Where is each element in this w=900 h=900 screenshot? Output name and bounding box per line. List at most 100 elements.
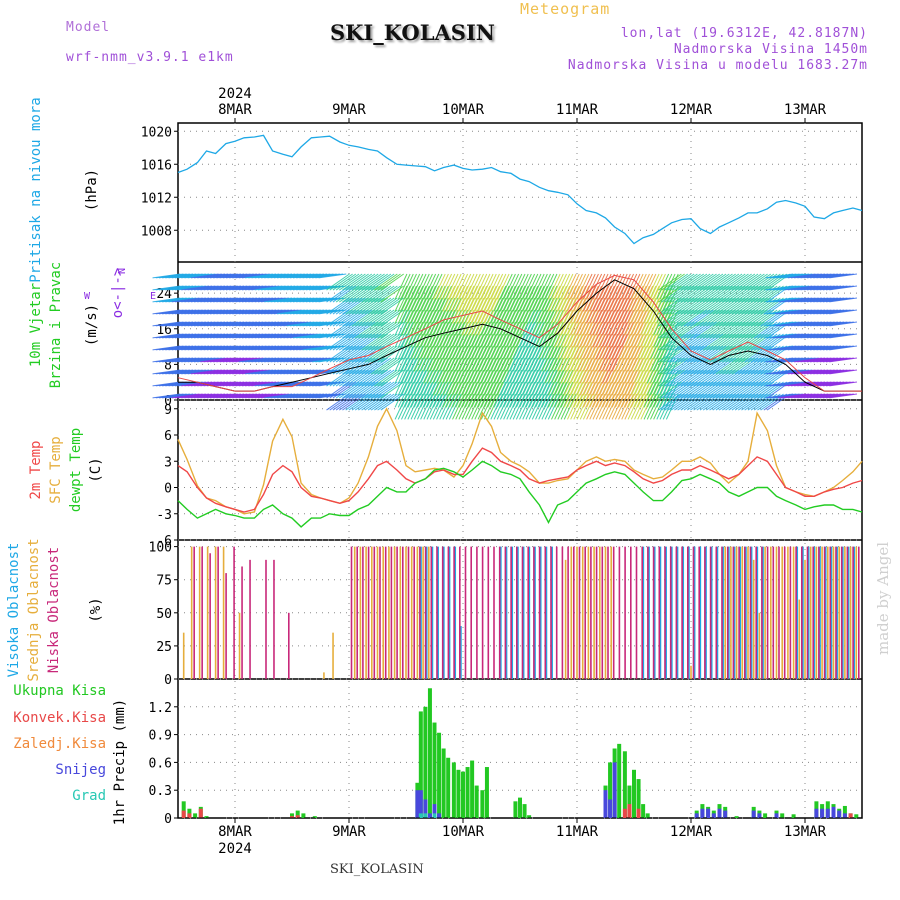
wind-barb [734,345,759,363]
wind-barb [351,345,376,363]
wind-barb [342,285,366,303]
total-precip-bar [418,711,423,818]
wind-barb [747,309,772,327]
wind-barb [377,381,401,399]
wind-barb [426,393,440,420]
wind-barb [404,333,417,360]
wind-barb [525,357,539,384]
wind-barb [401,309,414,336]
wind-barb [496,273,510,300]
wind-barb [557,273,571,300]
wind-barb [452,369,465,396]
wind-barb [364,381,389,399]
wind-barb [563,381,577,408]
wind-barb [658,297,682,315]
total-precip-bar [641,804,646,818]
sfc-axis-title: SFC Temp [48,436,64,503]
wind-barb [370,273,395,291]
wind-barb [468,297,481,324]
wind-barb [560,285,574,312]
wind-barb [702,393,727,411]
wind-barb [426,357,440,384]
wind-barb [480,381,494,408]
wind-barb [680,273,705,291]
wind-barb [674,309,698,327]
wind-barb [750,357,775,375]
wind-legend-arrows: o<-|-> [110,268,126,319]
wind-barb [442,393,456,420]
wind-barb [649,369,663,396]
wind-barb [377,273,401,291]
wind-barb [667,285,692,303]
wind-barb [345,309,369,327]
wind-barb [364,285,389,303]
y-tick-label: 0 [164,394,172,409]
wind-barb [452,333,465,360]
wind-barb [702,369,727,387]
wind-barb [318,273,347,279]
wind-barb [401,333,414,360]
wind-barb [538,393,552,420]
wind-barb [680,333,705,351]
wind-barb [461,357,475,384]
wind-barb [354,345,379,363]
wind-barb [493,345,507,372]
wind-barb [429,297,443,324]
wind-barb [416,369,430,396]
wind-barb [690,381,714,399]
wind-barb [432,333,446,360]
wind-barb [547,357,561,384]
wind-barb [439,285,453,312]
wind-barb [404,321,417,348]
y-tick-label: 1.2 [149,701,172,716]
total-precip-bar [780,813,785,818]
wind-barb [738,321,762,339]
wind-barb [445,357,459,384]
wind-barb [634,285,647,312]
wind-barb [586,321,599,348]
wind-barb [649,393,663,420]
wind-barb [750,309,775,327]
wind-barb [674,273,698,291]
wind-barb [683,345,708,363]
wind-barb [332,345,357,363]
wind-barb [734,273,759,291]
wind-barb [429,309,443,336]
wind-barb [503,357,516,384]
total-precip-bar [522,804,527,818]
model-name: wrf-nmm_v3.9.1 e1km [66,50,234,65]
wind-barb [598,369,612,396]
wind-barb [646,369,660,396]
wind-barb [566,369,580,396]
wind-barb [649,333,663,360]
wind-barb [602,381,615,408]
total-precip-bar [465,767,470,818]
wind-barb [429,357,443,384]
wind-barb [358,285,382,303]
wind-barb [358,273,382,291]
wind-barb [351,321,376,339]
wind-barb [744,393,768,411]
wind-barb [744,345,768,363]
total-precip-bar [791,814,796,818]
wind-barb [506,381,520,408]
wind-barb [503,393,516,420]
wind-barb [699,297,724,315]
wind-barb [709,309,733,327]
wind-barb [487,381,500,408]
wind-barb [614,333,628,360]
wind-barb [345,321,369,339]
wind-barb [605,273,619,300]
wind-barb [589,357,603,384]
wind-barb [519,357,532,384]
wind-barb [452,357,465,384]
wind-barb [582,285,596,312]
wind-barb [452,273,465,300]
wind-barb [589,381,603,408]
wind-barb [551,309,564,336]
wind-barb [538,273,552,300]
wind-barb [535,273,548,300]
wind-legend-n: N [115,268,126,274]
wind-barb [712,273,736,291]
